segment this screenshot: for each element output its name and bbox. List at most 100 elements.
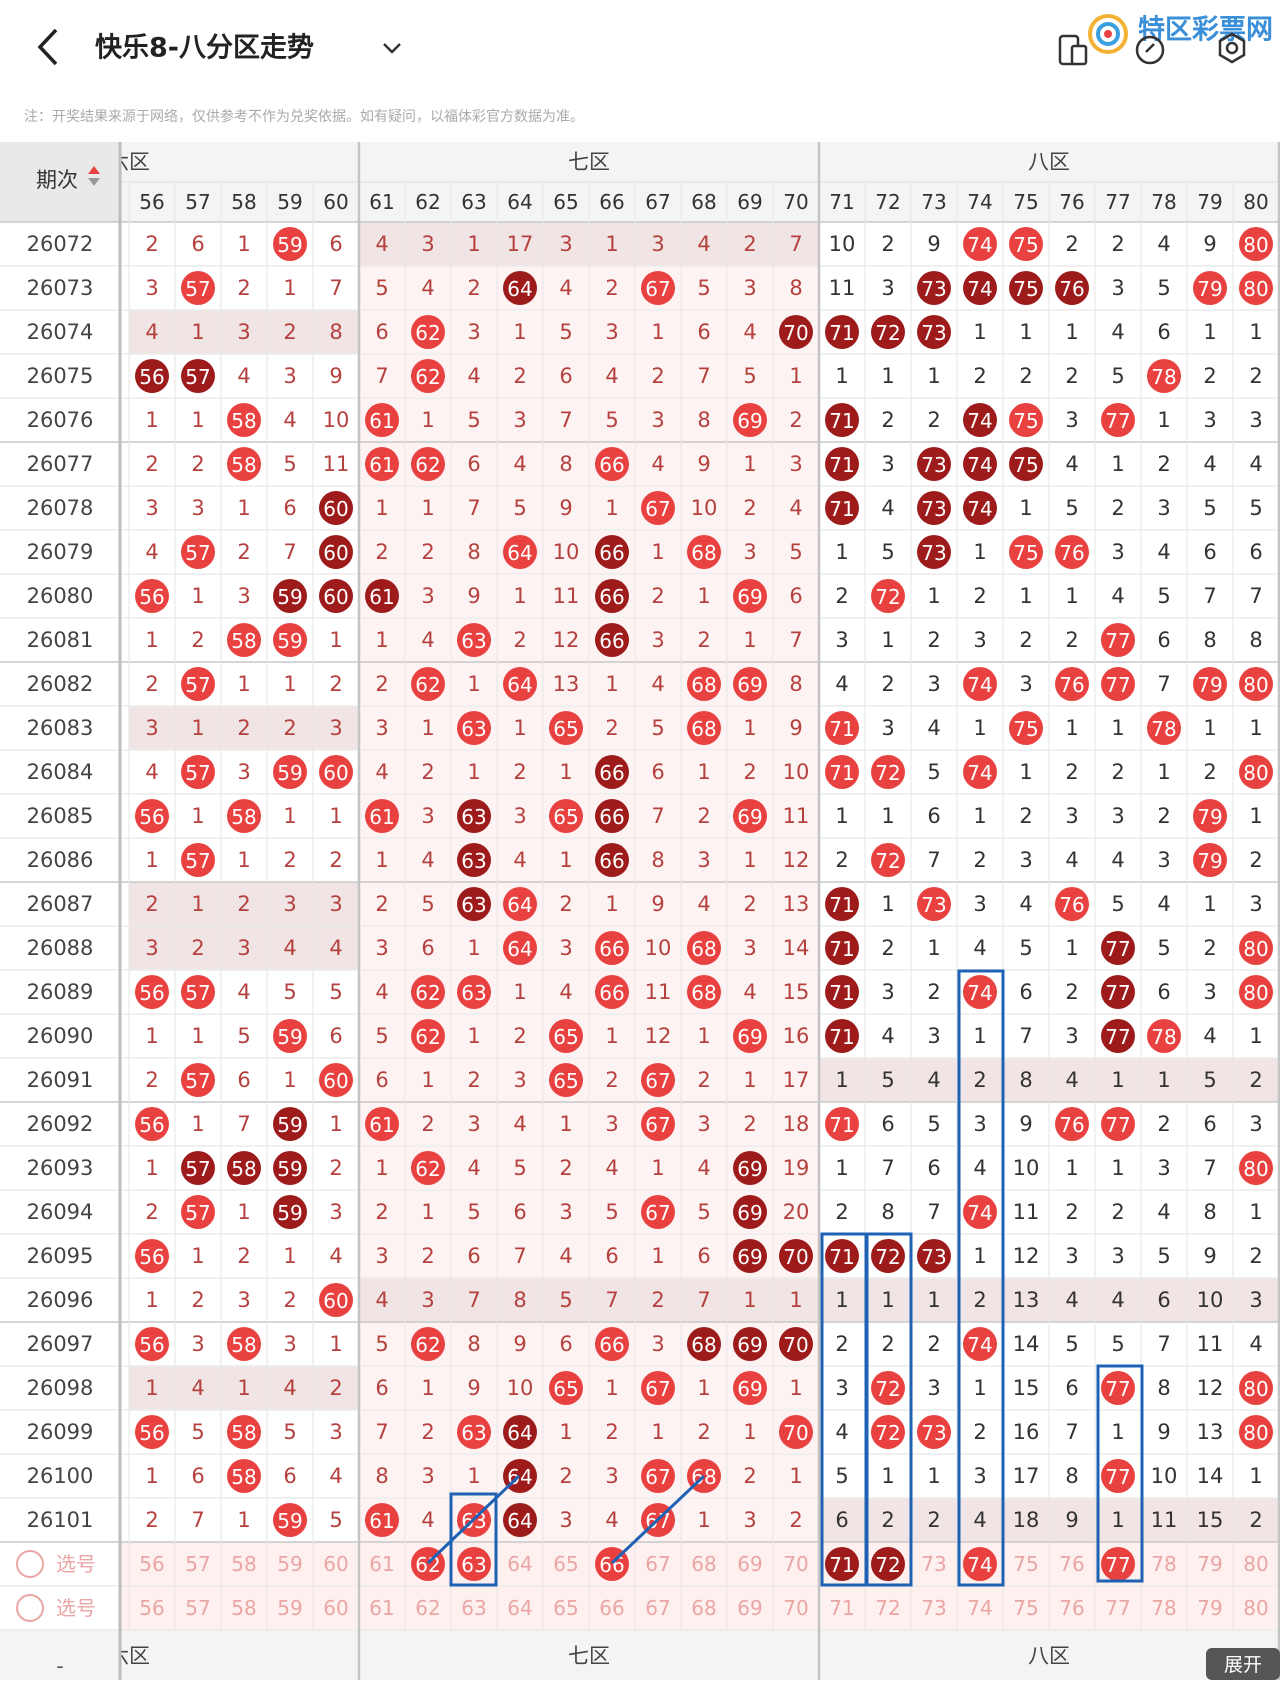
miss-count: 1 [697, 584, 710, 608]
hit-number-ball [963, 1327, 997, 1361]
hit-number-ball [1193, 667, 1227, 701]
miss-count: 10 [507, 1376, 534, 1400]
miss-count: 2 [237, 540, 250, 564]
hit-number: 80 [1243, 981, 1268, 1005]
hit-number-ball [1239, 1151, 1273, 1185]
phone-icon[interactable] [1058, 34, 1088, 66]
hit-number: 66 [599, 585, 624, 609]
miss-count: 1 [237, 672, 250, 696]
miss-count: 3 [513, 1068, 526, 1092]
miss-count: 2 [651, 1288, 664, 1312]
hit-number-ball [963, 491, 997, 525]
miss-count: 1 [467, 1024, 480, 1048]
selector-number: 77 [1105, 1596, 1130, 1620]
miss-count: 7 [1065, 1420, 1078, 1444]
hit-number: 63 [461, 981, 486, 1005]
miss-count: 1 [237, 232, 250, 256]
miss-count: 1 [1065, 320, 1078, 344]
hit-number: 71 [829, 1025, 854, 1049]
miss-count: 7 [697, 364, 710, 388]
hit-number-ball [181, 1195, 215, 1229]
miss-count: 4 [421, 276, 434, 300]
select-toggle[interactable] [16, 1594, 44, 1622]
miss-count: 4 [467, 364, 480, 388]
miss-count: 15 [783, 980, 810, 1004]
miss-count: 2 [237, 1244, 250, 1268]
hit-number-ball [1101, 1459, 1135, 1493]
miss-count: 2 [835, 1200, 848, 1224]
miss-count: 2 [1203, 936, 1216, 960]
sort-down [88, 178, 100, 186]
miss-count: 5 [605, 1200, 618, 1224]
miss-count: 11 [829, 276, 856, 300]
expand-button-bg[interactable] [1206, 1648, 1280, 1680]
miss-count: 2 [973, 584, 986, 608]
miss-count: 7 [1203, 1156, 1216, 1180]
miss-count: 3 [1157, 1156, 1170, 1180]
miss-count: 1 [1065, 584, 1078, 608]
hit-number-ball [687, 667, 721, 701]
refresh-icon[interactable] [1135, 35, 1165, 65]
miss-count: 4 [283, 408, 296, 432]
miss-count: 3 [973, 1464, 986, 1488]
miss-count: 6 [191, 232, 204, 256]
miss-count: 3 [1065, 408, 1078, 432]
miss-count: 6 [191, 1464, 204, 1488]
settings-icon[interactable] [1218, 32, 1246, 64]
miss-count: 1 [513, 980, 526, 1004]
miss-count: 4 [789, 496, 802, 520]
miss-count: 4 [835, 672, 848, 696]
back-button[interactable] [37, 28, 58, 66]
selector-number: 65 [553, 1596, 578, 1620]
hit-number-ball [871, 755, 905, 789]
miss-count: 1 [559, 1112, 572, 1136]
hit-number: 68 [691, 717, 716, 741]
miss-count: 1 [283, 672, 296, 696]
miss-count: 8 [467, 1332, 480, 1356]
miss-count: 1 [1157, 1068, 1170, 1092]
title-dropdown[interactable] [383, 43, 401, 54]
miss-count: 2 [697, 804, 710, 828]
miss-count: 17 [1013, 1464, 1040, 1488]
miss-count: 2 [697, 1068, 710, 1092]
miss-count: 2 [1111, 496, 1124, 520]
miss-count: 2 [1203, 760, 1216, 784]
zone-cell-bg [129, 1366, 359, 1410]
miss-count: 3 [1019, 848, 1032, 872]
miss-count: 4 [1065, 452, 1078, 476]
hit-number-ball [733, 1327, 767, 1361]
hit-number: 71 [829, 497, 854, 521]
miss-count: 3 [1065, 1024, 1078, 1048]
hit-number-ball [641, 1195, 675, 1229]
miss-count: 4 [605, 364, 618, 388]
miss-count: 2 [743, 892, 756, 916]
hit-number-ball [319, 755, 353, 789]
selector-number: 66 [599, 1596, 624, 1620]
hit-number: 73 [921, 893, 946, 917]
expand-button[interactable]: 展开 [1224, 1654, 1262, 1676]
miss-count: 5 [421, 892, 434, 916]
hit-number: 80 [1243, 937, 1268, 961]
hit-number: 57 [185, 1157, 210, 1181]
selector-number: 58 [231, 1552, 256, 1576]
miss-count: 3 [1065, 1244, 1078, 1268]
miss-count: 3 [421, 1288, 434, 1312]
hit-number-ball [365, 447, 399, 481]
miss-count: 1 [145, 848, 158, 872]
miss-count: 9 [651, 892, 664, 916]
miss-count: 1 [835, 1068, 848, 1092]
select-toggle[interactable] [16, 1550, 44, 1578]
miss-count: 4 [973, 1156, 986, 1180]
hit-number-ball [1101, 667, 1135, 701]
miss-count: 5 [605, 408, 618, 432]
hit-number: 57 [185, 849, 210, 873]
hit-number: 71 [829, 717, 854, 741]
miss-count: 7 [329, 276, 342, 300]
miss-count: 7 [1019, 1024, 1032, 1048]
miss-count: 2 [559, 892, 572, 916]
hit-number: 65 [553, 1069, 578, 1093]
miss-count: 5 [375, 1332, 388, 1356]
hit-number-ball [227, 1327, 261, 1361]
miss-count: 3 [1249, 1112, 1262, 1136]
hit-number-ball [1009, 227, 1043, 261]
